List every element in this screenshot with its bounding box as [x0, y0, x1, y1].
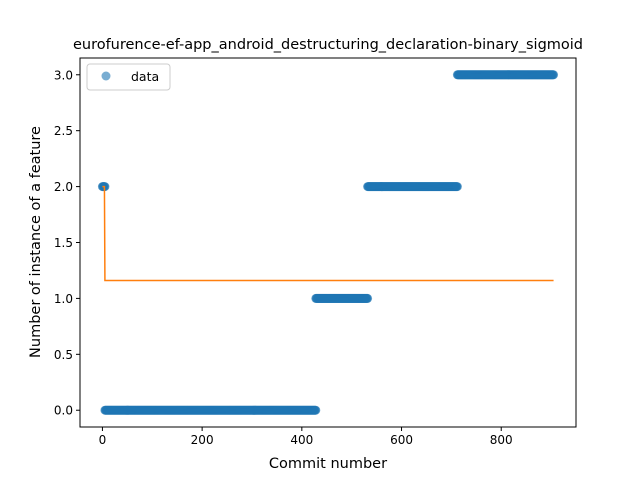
- y-axis: 0.0 0.5 1.0 1.5 2.0 2.5 3.0: [54, 68, 80, 418]
- legend-label-data: data: [131, 69, 159, 84]
- legend-box: [86, 63, 171, 91]
- data-point: [311, 405, 321, 415]
- plot-area: [97, 70, 559, 415]
- data-point: [549, 70, 559, 80]
- x-axis: 0 200 400 600 800: [99, 427, 513, 447]
- x-tick-label: 400: [290, 433, 313, 447]
- legend: data: [86, 63, 171, 91]
- x-tick-label: 600: [390, 433, 413, 447]
- data-point: [363, 293, 373, 303]
- x-tick-label: 0: [99, 433, 107, 447]
- y-tick-label: 3.0: [54, 68, 73, 82]
- y-tick-label: 2.0: [54, 180, 73, 194]
- chart-title: eurofurence-ef-app_android_destructuring…: [73, 37, 583, 53]
- y-tick-label: 0.0: [54, 404, 73, 418]
- x-tick-label: 200: [191, 433, 214, 447]
- x-axis-label: Commit number: [269, 456, 387, 472]
- legend-marker-data: [101, 71, 111, 81]
- data-point: [452, 182, 462, 192]
- x-tick-label: 800: [490, 433, 513, 447]
- y-tick-label: 2.5: [54, 124, 73, 138]
- y-tick-label: 1.5: [54, 236, 73, 250]
- fit-line: [102, 185, 554, 282]
- y-tick-label: 0.5: [54, 348, 73, 362]
- y-axis-label: Number of instance of a feature: [28, 126, 44, 358]
- y-tick-label: 1.0: [54, 292, 73, 306]
